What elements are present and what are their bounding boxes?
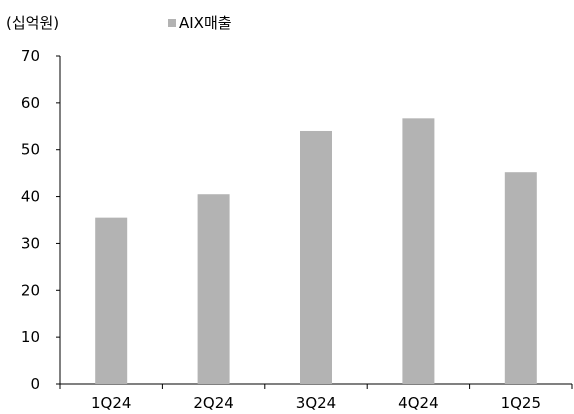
y-tick-label: 30 — [21, 234, 40, 252]
y-tick-label: 0 — [30, 375, 40, 393]
x-tick-label: 2Q24 — [193, 394, 233, 412]
y-tick-label: 20 — [21, 281, 40, 299]
bar — [300, 130, 332, 384]
y-tick-label: 60 — [21, 94, 40, 112]
bar — [402, 118, 435, 384]
bar — [504, 172, 537, 384]
unit-label: (십억원) — [6, 14, 60, 32]
y-tick-label: 70 — [21, 47, 40, 65]
legend-label: AIX매출 — [179, 14, 232, 32]
legend: AIX매출 — [168, 12, 232, 33]
x-tick-label: 1Q25 — [501, 394, 541, 412]
legend-swatch — [168, 18, 176, 27]
y-tick-label: 40 — [21, 188, 40, 206]
x-tick-label: 3Q24 — [296, 394, 336, 412]
y-tick-label: 10 — [21, 328, 40, 346]
bar — [197, 194, 230, 384]
x-tick-label: 4Q24 — [398, 394, 438, 412]
x-tick-label: 1Q24 — [91, 394, 131, 412]
bar — [95, 217, 128, 384]
y-tick-label: 50 — [21, 141, 40, 159]
